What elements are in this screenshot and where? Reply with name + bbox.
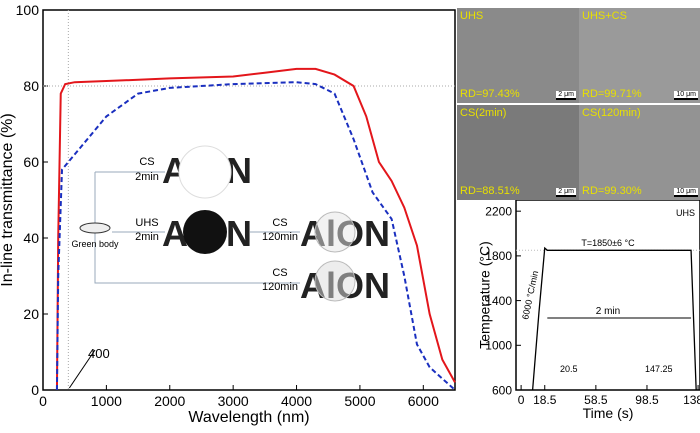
process-label: CS (272, 267, 287, 279)
x-tick-label: 58.5 (584, 393, 608, 407)
sample-disk-cs2 (178, 145, 232, 199)
sample-disk-uhs-cs (314, 211, 356, 253)
y-tick-label: 600 (492, 383, 512, 397)
sem-image-uhs-cs: UHS+CS RD=99.71% 10 μm (579, 8, 700, 103)
x-tick-label: 1000 (91, 393, 122, 409)
y-tick-label: 1800 (485, 249, 512, 263)
annotation-label: 147.25 (645, 364, 673, 374)
plot-frame (515, 199, 700, 391)
y-tick-label: 0 (31, 382, 39, 398)
process-label: UHS (135, 217, 158, 229)
chart-label: UHS (676, 208, 695, 218)
hold-temperature-label: T=1850±6 °C (581, 238, 635, 248)
temperature-curve (531, 246, 697, 391)
annotation-arrow (68, 349, 96, 389)
sem-label: CS(120min) (582, 107, 641, 119)
scale-bar: 2 μm (556, 91, 576, 100)
y-tick-label: 100 (16, 2, 40, 18)
x-tick-label: 4000 (281, 393, 312, 409)
annotation-label: 20.5 (560, 364, 578, 374)
process-label: 2min (135, 171, 159, 183)
y-axis-label: In-line transmittance (%) (0, 113, 16, 286)
process-label: 120min (262, 281, 298, 293)
y-tick-label: 60 (23, 154, 39, 170)
process-label: 2min (135, 231, 159, 243)
x-tick-label: 138.5 (683, 393, 700, 407)
process-label: CS (272, 217, 287, 229)
x-tick-label: 0 (518, 393, 525, 407)
heating-rate-label: 6000 °C/min (520, 270, 540, 321)
sem-rd: RD=88.51% (460, 185, 520, 197)
series-line-0 (55, 67, 456, 391)
green-body-pellet (79, 222, 111, 234)
green-body-label: Green body (71, 239, 119, 249)
plot-frame (42, 9, 456, 391)
flow-line (94, 172, 300, 284)
sem-rd: RD=97.43% (460, 88, 520, 100)
annotation-label: 400 (88, 346, 110, 361)
x-tick-label: 2000 (154, 393, 185, 409)
x-tick-label: 5000 (344, 393, 375, 409)
process-label: 120min (262, 231, 298, 243)
sem-image-cs-2min: CS(2min) RD=88.51% 2 μm (457, 105, 579, 200)
x-tick-label: 3000 (218, 393, 249, 409)
y-tick-label: 80 (23, 78, 39, 94)
sem-rd: RD=99.30% (582, 185, 642, 197)
process-label: CS (139, 156, 154, 168)
x-tick-label: 6000 (408, 393, 439, 409)
x-tick-label: 98.5 (635, 393, 659, 407)
scale-bar: 10 μm (674, 91, 698, 100)
x-tick-label: 18.5 (533, 393, 557, 407)
y-tick-label: 20 (23, 306, 39, 322)
y-tick-label: 40 (23, 230, 39, 246)
sem-label: CS(2min) (460, 107, 507, 119)
x-axis-label: Time (s) (583, 405, 634, 421)
y-tick-label: 1000 (485, 339, 512, 353)
y-tick-label: 1400 (485, 294, 512, 308)
y-tick-label: 2200 (485, 204, 512, 218)
sem-image-uhs: UHS RD=97.43% 2 μm (457, 8, 579, 103)
sem-image-cs-120min: CS(120min) RD=99.30% 10 μm (579, 105, 700, 200)
scale-bar: 10 μm (674, 188, 698, 197)
x-axis-label: Wavelength (nm) (188, 409, 309, 426)
sem-rd: RD=99.71% (582, 88, 642, 100)
y-axis-label: Temperature (°C) (477, 241, 493, 349)
scale-bar: 2 μm (556, 188, 576, 197)
duration-label: 2 min (596, 306, 620, 317)
sem-label: UHS+CS (582, 10, 627, 22)
sample-disk-cs120 (314, 260, 356, 302)
series-line-1 (55, 81, 456, 391)
x-tick-label: 0 (39, 393, 47, 409)
sample-disk-uhs (183, 210, 227, 254)
sem-label: UHS (460, 10, 484, 22)
